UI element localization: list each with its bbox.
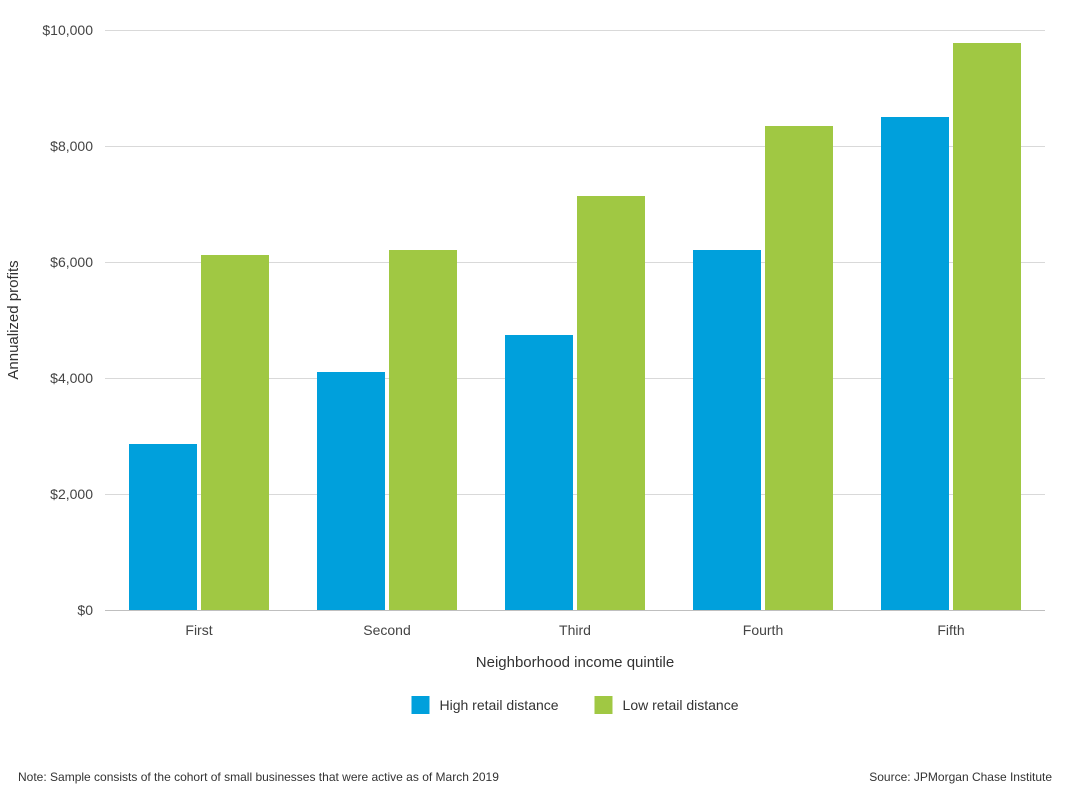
legend-label: High retail distance [439,697,558,713]
chart-stage: $0 $2,000 $4,000 $6,000 $8,000 $10,000 First Se… [0,0,1070,800]
legend-item-high: High retail distance [411,696,558,714]
bar-high [505,335,573,611]
bar-low [577,196,645,610]
x-tick-label: First [185,622,212,638]
y-tick-label: $2,000 [50,486,93,502]
footer-note: Note: Sample consists of the cohort of s… [18,770,499,784]
bar-low [953,43,1021,610]
y-axis-title: Annualized profits [5,260,22,379]
y-tick-label: $4,000 [50,370,93,386]
gridline [105,30,1045,31]
x-tick-label: Fifth [937,622,964,638]
legend-swatch-low [595,696,613,714]
bar-high [881,117,949,610]
bar-high [693,250,761,610]
legend: High retail distance Low retail distance [411,696,738,714]
x-tick-label: Third [559,622,591,638]
bar-low [201,255,269,610]
gridline [105,610,1045,611]
y-tick-label: $10,000 [42,22,93,38]
x-axis-title: Neighborhood income quintile [476,654,674,671]
legend-label: Low retail distance [623,697,739,713]
bar-low [389,250,457,610]
legend-item-low: Low retail distance [595,696,739,714]
plot-area [105,30,1045,610]
bar-high [129,444,197,610]
x-tick-label: Fourth [743,622,783,638]
y-tick-label: $6,000 [50,254,93,270]
y-tick-label: $0 [77,602,93,618]
bar-high [317,372,385,610]
legend-swatch-high [411,696,429,714]
bar-low [765,126,833,610]
y-tick-label: $8,000 [50,138,93,154]
footer-source: Source: JPMorgan Chase Institute [869,770,1052,784]
x-tick-label: Second [363,622,410,638]
